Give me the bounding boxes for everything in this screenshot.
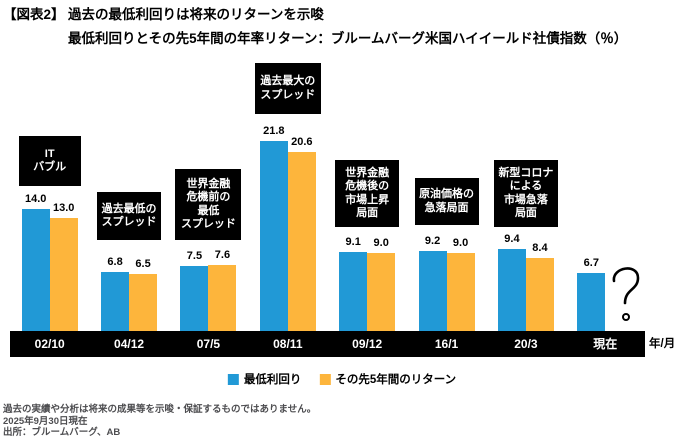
bar-value-label: 21.8 (263, 125, 285, 137)
chart-subtitle: 最低利回りとその先5年間の年率リターン：ブルームバーグ米国ハイイールド社債指数（… (68, 31, 628, 46)
event-annotation-text: IT バブル (33, 147, 67, 174)
legend: 最低利回り その先5年間のリターン (227, 371, 456, 387)
figure-label: 【図表2】 (3, 7, 65, 22)
bar-lowest-yield (21, 209, 50, 331)
bar-5yr-return (367, 253, 396, 331)
event-annotation-text: 世界金融 危機前の 最低 スプレッド (180, 177, 236, 231)
x-tick-label: 09/12 (352, 337, 383, 351)
event-annotation-text: 原油価格の 急落局面 (419, 188, 475, 214)
x-tick-label: 16/1 (434, 337, 459, 351)
x-axis-band (10, 331, 645, 357)
event-annotation-text: 過去最低の スプレッド (101, 202, 157, 229)
bar-lowest-yield (497, 249, 526, 331)
event-annotation-text: 過去最大の スプレッド (260, 75, 316, 101)
bar-lowest-yield (339, 252, 368, 331)
event-annotation: 世界金融 危機前の 最低 スプレッド (175, 169, 242, 240)
bar-value-label: 6.8 (107, 256, 123, 268)
bar-value-label: 14.0 (24, 193, 47, 205)
disclaimer-note: 過去の実績や分析は将来の成果等を示唆・保証するものではありません。 (3, 404, 317, 415)
event-annotation-text: 新型コロナ による 市場急落 局面 (498, 166, 554, 220)
chart-title: 過去の最低利回りは将来のリターンを示唆 (68, 7, 324, 22)
bar-value-label: 9.2 (424, 235, 441, 247)
x-tick-label: 08/11 (273, 337, 303, 351)
legend-swatch-blue (227, 373, 239, 385)
bar-lowest-yield (180, 266, 209, 331)
bar-5yr-return (208, 265, 237, 331)
event-annotation: 原油価格の 急落局面 (414, 178, 479, 225)
bar-lowest-yield (418, 251, 447, 331)
x-tick-label: 04/12 (114, 337, 145, 351)
footnotes: 過去の実績や分析は将来の成果等を示唆・保証するものではありません。 2025年9… (3, 404, 316, 439)
x-tick-label: 02/10 (34, 337, 65, 351)
title-block: 【図表2】 過去の最低利回りは将来のリターンを示唆 最低利回りとその先5年間の年… (3, 3, 663, 47)
source-note: 出所：ブルームバーグ、AB (3, 427, 121, 438)
bar-value-label: 8.4 (532, 242, 548, 254)
bar-value-label: 7.5 (186, 250, 203, 262)
x-axis-label: 年/月 (649, 338, 675, 350)
event-annotation: 世界金融 危機後の 市場上昇 局面 (335, 160, 400, 227)
bar-lowest-yield (101, 272, 130, 331)
event-annotation: 過去最低の スプレッド (97, 192, 162, 240)
bar-value-label: 7.6 (214, 249, 231, 261)
legend-label-lowest-yield: 最低利回り (243, 374, 302, 386)
bar-value-label: 20.6 (291, 136, 313, 148)
legend-item-lowest-yield: 最低利回り (227, 371, 302, 387)
bar-value-label: 6.7 (583, 257, 599, 269)
bar-lowest-yield (259, 141, 288, 331)
bar-5yr-return (446, 253, 475, 331)
legend-swatch-orange (319, 373, 331, 385)
legend-item-5yr-return: その先5年間のリターン (319, 371, 456, 387)
bar-value-label: 9.0 (452, 237, 469, 249)
bar-value-label: 13.0 (52, 202, 75, 214)
x-tick-label: 現在 (593, 337, 618, 351)
bar-value-label: 6.5 (135, 258, 151, 270)
bar-5yr-return (287, 152, 316, 331)
bar-value-label: 9.4 (504, 233, 520, 245)
event-annotation: 新型コロナ による 市場急落 局面 (493, 160, 558, 227)
bar-value-label: 9.0 (373, 237, 389, 249)
bar-5yr-return (49, 218, 78, 331)
bar-value-label: 9.1 (345, 236, 361, 248)
x-tick-label: 07/5 (196, 337, 221, 351)
x-tick-label: 20/3 (514, 337, 538, 351)
as-of-date: 2025年9月30日現在 (3, 415, 88, 427)
bar-lowest-yield (577, 273, 606, 331)
event-annotation: IT バブル (18, 136, 81, 186)
event-annotation: 過去最大の スプレッド (254, 63, 321, 114)
event-annotation-text: 世界金融 危機後の 市場上昇 局面 (345, 166, 390, 220)
bar-5yr-return (129, 274, 158, 331)
bar-5yr-return (525, 258, 554, 331)
legend-label-5yr-return: その先5年間のリターン (335, 374, 457, 386)
question-mark-icon (613, 267, 640, 321)
